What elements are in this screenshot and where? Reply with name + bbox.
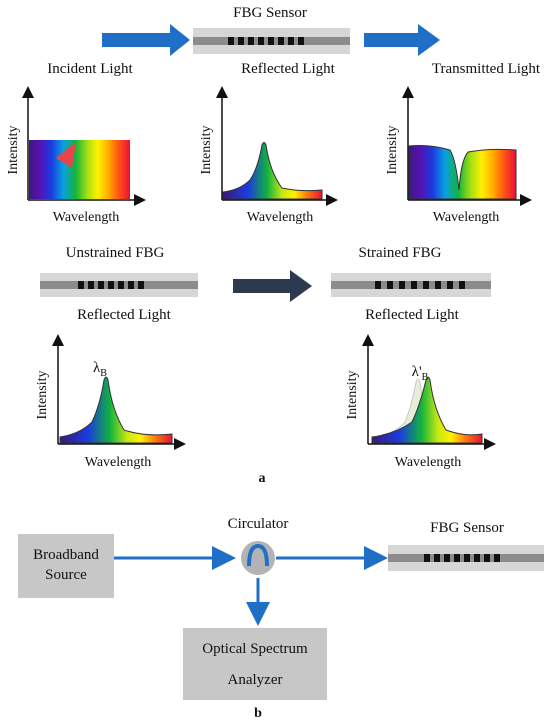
fbg-sensor-label: FBG Sensor xyxy=(430,520,504,536)
lambda-b: λB xyxy=(93,360,107,379)
reflected-label-strained: Reflected Light xyxy=(365,307,460,323)
source-label-line2: Source xyxy=(45,567,87,583)
strained-reflected-plot: λ'B Intensity Wavelength xyxy=(345,334,496,470)
strained-title: Strained FBG xyxy=(359,245,442,261)
x-axis-label: Wavelength xyxy=(85,455,152,470)
panel-a-label: a xyxy=(259,471,266,486)
x-axis-label: Wavelength xyxy=(247,210,314,225)
incident-label: Incident Light xyxy=(47,61,133,77)
broadband-source-box: Broadband Source xyxy=(18,534,114,598)
strain-arrow xyxy=(233,270,312,302)
y-axis-label: Intensity xyxy=(385,126,400,175)
circulator-icon xyxy=(241,541,275,575)
sensor-title: FBG Sensor xyxy=(233,5,307,21)
osa-label-line1: Optical Spectrum xyxy=(202,641,308,657)
y-axis-label: Intensity xyxy=(199,126,214,175)
optical-spectrum-analyzer-box: Optical Spectrum Analyzer xyxy=(183,628,327,700)
transmitted-arrow xyxy=(364,24,440,56)
x-axis-label: Wavelength xyxy=(433,210,500,225)
osa-label-line2: Analyzer xyxy=(228,672,283,688)
reflected-label-top: Reflected Light xyxy=(241,61,336,77)
lambda-b-prime: λ'B xyxy=(412,364,429,383)
incident-spectrum-plot: Intensity Wavelength xyxy=(6,86,146,225)
panel-b-label: b xyxy=(254,706,262,721)
x-axis-label: Wavelength xyxy=(395,455,462,470)
circulator-label: Circulator xyxy=(228,516,289,532)
transmitted-label: Transmitted Light xyxy=(432,61,541,77)
reflected-spectrum-plot: Intensity Wavelength xyxy=(199,86,338,225)
y-axis-label: Intensity xyxy=(35,371,50,420)
unstrained-fiber xyxy=(40,273,198,297)
unstrained-reflected-plot: λB Intensity Wavelength xyxy=(35,334,186,470)
reflected-label-unstrained: Reflected Light xyxy=(77,307,172,323)
fbg-fiber-bottom xyxy=(388,545,544,571)
y-axis-label: Intensity xyxy=(6,126,21,175)
unstrained-title: Unstrained FBG xyxy=(66,245,165,261)
source-label-line1: Broadband xyxy=(33,547,99,563)
x-axis-label: Wavelength xyxy=(53,210,120,225)
y-axis-label: Intensity xyxy=(345,371,360,420)
transmitted-spectrum-plot: Intensity Wavelength xyxy=(385,86,532,225)
fbg-fiber-top xyxy=(193,28,350,54)
incident-arrow xyxy=(102,24,190,56)
strained-fiber xyxy=(331,273,491,297)
